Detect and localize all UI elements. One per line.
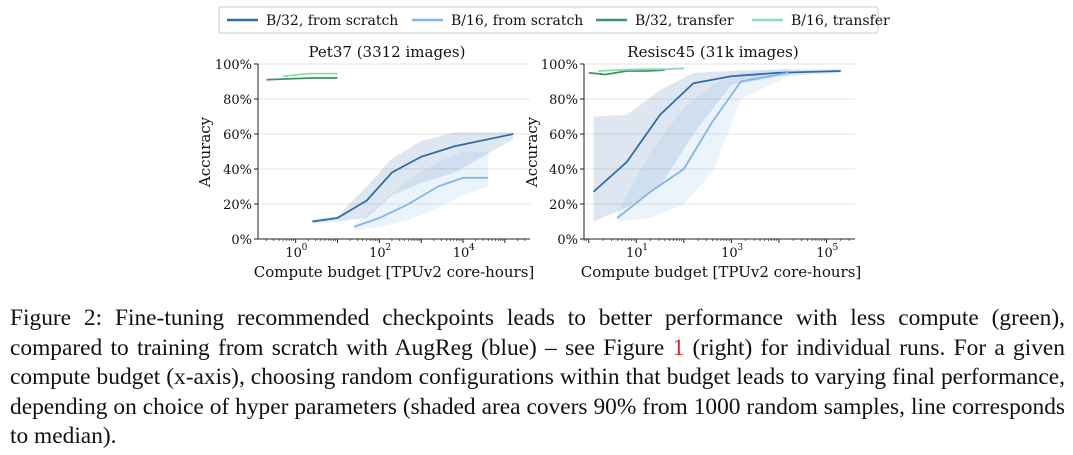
x-tick-exponent: 2 (385, 243, 391, 253)
legend-label-b16-transfer: B/16, transfer (791, 13, 890, 29)
x-tick-exponent: 3 (737, 243, 743, 253)
x-tick-label: 10 (721, 246, 738, 261)
x-tick-label: 10 (816, 246, 833, 261)
series-line (598, 67, 684, 72)
x-tick-exponent: 5 (832, 243, 838, 253)
y-axis-label: Accuracy (196, 116, 214, 188)
chart-resisc45: Resisc45 (31k images) 0% 20% 40% 60% 80% 100%… (523, 43, 861, 281)
legend-label-b16-scratch: B/16, from scratch (451, 13, 583, 29)
x-tick-label: 10 (626, 246, 643, 261)
x-tick-exponent: 1 (642, 243, 648, 253)
series-line (592, 70, 841, 193)
y-tick-label: 100% (215, 58, 252, 73)
y-tick-label: 60% (549, 128, 578, 143)
y-tick-label: 40% (223, 163, 252, 178)
figure-caption: Figure 2: Fine-tuning recommended checkp… (10, 304, 1065, 452)
series-line (616, 71, 789, 219)
confidence-band (354, 151, 489, 231)
caption-text-after: (right) for individual runs. For a given… (10, 334, 1066, 450)
x-tick-exponent: 0 (302, 243, 308, 253)
confidence-band (593, 69, 841, 222)
legend: B/32, from scratch B/16, from scratch B/… (218, 6, 890, 34)
y-tick-label: 60% (223, 128, 252, 143)
confidence-band (617, 69, 789, 222)
x-axis-label: Compute budget [TPUv2 core-hours] (254, 263, 535, 281)
y-tick-label: 80% (549, 93, 578, 108)
y-tick-label: 40% (549, 163, 578, 178)
x-tick-label: 10 (453, 246, 470, 261)
x-tick-label: 10 (285, 246, 302, 261)
y-tick-label: 100% (541, 58, 578, 73)
y-tick-label: 80% (223, 93, 252, 108)
y-tick-label: 20% (549, 198, 578, 213)
caption-text-before: Figure 2: Fine-tuning recommended checkp… (10, 305, 1065, 361)
confidence-band (312, 132, 514, 224)
series-line (353, 176, 489, 228)
series-line (283, 72, 338, 78)
series-line (266, 77, 338, 81)
x-tick-exponent: 4 (469, 243, 475, 253)
chart-pet37: Pet37 (3312 images) 0% 20% 40% 60% 80% 100% 1… (196, 43, 534, 281)
legend-frame (218, 6, 879, 34)
chart-title: Resisc45 (31k images) (627, 43, 798, 61)
series-line (588, 69, 665, 76)
y-axis-label: Accuracy (523, 116, 541, 188)
y-tick-label: 0% (231, 233, 252, 248)
figure: B/32, from scratch B/16, from scratch B/… (196, 6, 890, 281)
x-tick-label: 10 (369, 246, 386, 261)
y-tick-label: 20% (223, 198, 252, 213)
chart-title: Pet37 (3312 images) (309, 43, 466, 61)
caption-figure-ref[interactable]: 1 (672, 334, 685, 361)
legend-label-b32-scratch: B/32, from scratch (266, 13, 398, 29)
legend-label-b32-transfer: B/32, transfer (635, 13, 734, 29)
x-axis-label: Compute budget [TPUv2 core-hours] (581, 263, 862, 281)
y-tick-label: 0% (557, 233, 578, 248)
series-line (312, 133, 514, 223)
